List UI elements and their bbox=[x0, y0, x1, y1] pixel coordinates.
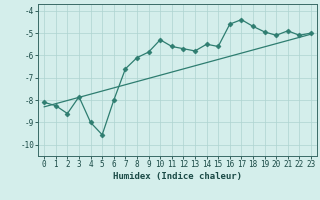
X-axis label: Humidex (Indice chaleur): Humidex (Indice chaleur) bbox=[113, 172, 242, 181]
